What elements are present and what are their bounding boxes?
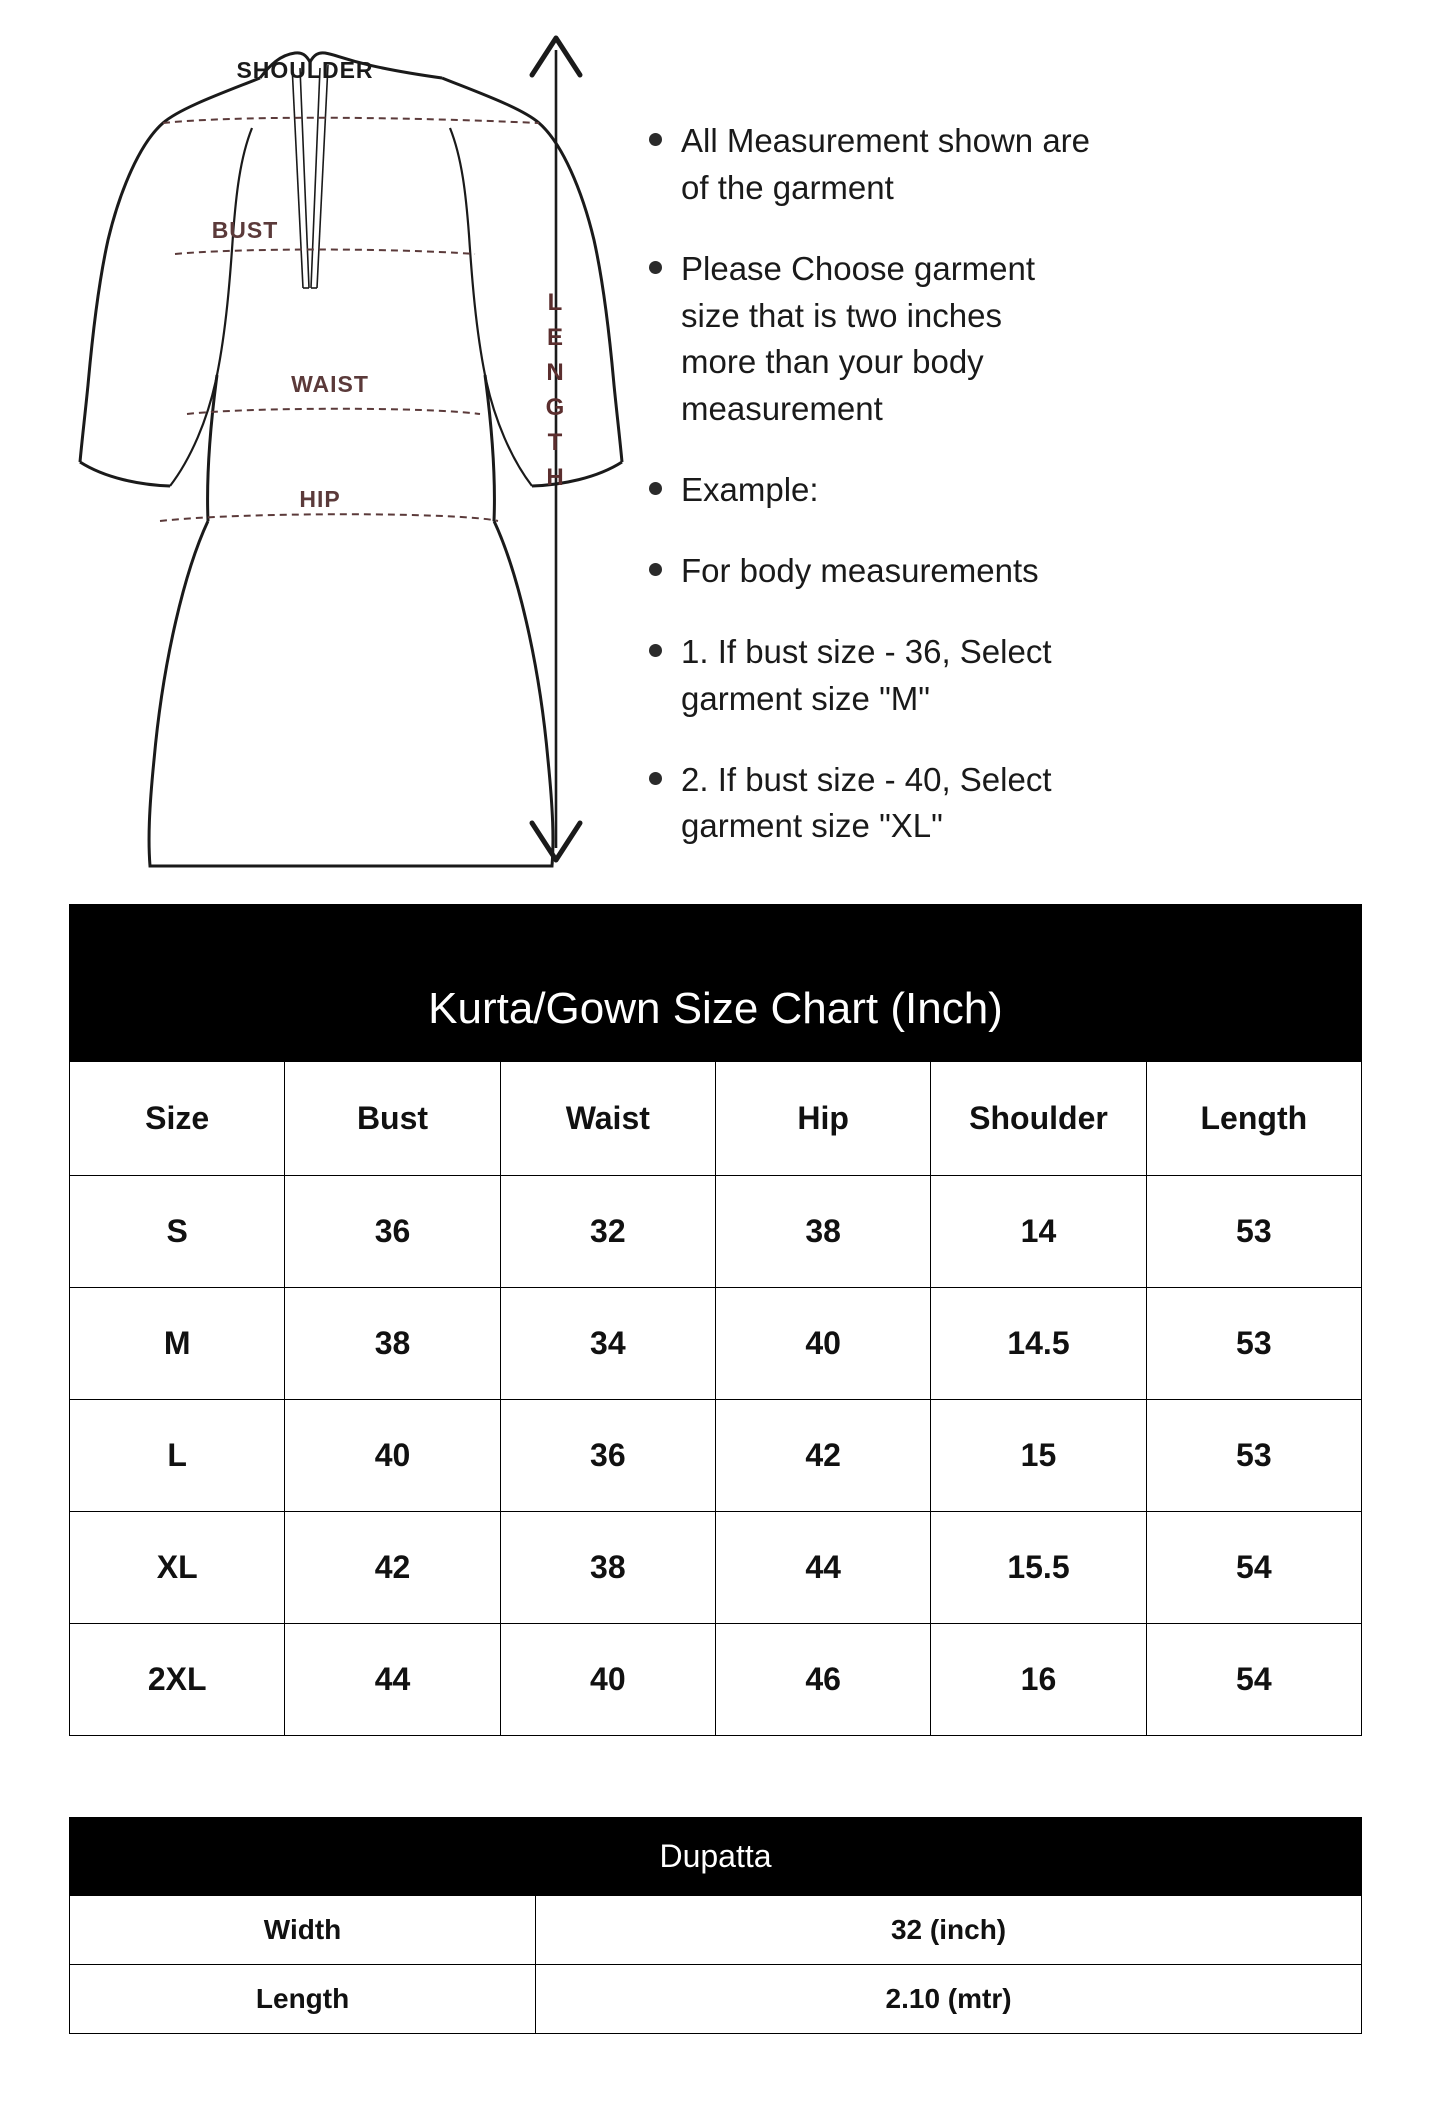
svg-text:BUST: BUST (212, 217, 279, 243)
svg-text:N: N (546, 359, 565, 386)
svg-text:WAIST: WAIST (291, 371, 369, 397)
svg-text:HIP: HIP (299, 486, 340, 512)
svg-text:L: L (548, 289, 565, 316)
svg-text:SHOULDER: SHOULDER (236, 57, 373, 83)
svg-text:T: T (548, 429, 565, 456)
svg-text:G: G (546, 394, 567, 421)
svg-text:E: E (547, 324, 565, 351)
svg-text:H: H (546, 464, 565, 491)
